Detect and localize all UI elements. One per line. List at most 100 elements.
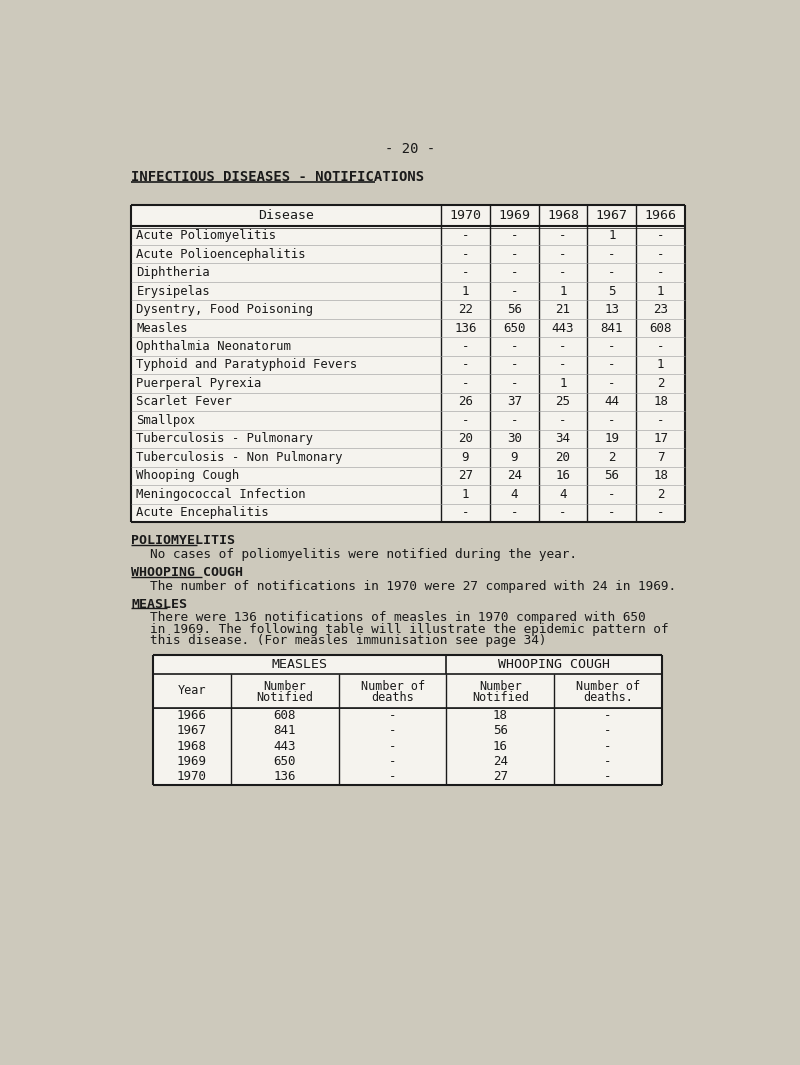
Text: POLIOMYELITIS: POLIOMYELITIS [131,535,235,547]
Text: Ophthalmia Neonatorum: Ophthalmia Neonatorum [137,340,291,353]
Text: WHOOPING COUGH: WHOOPING COUGH [498,658,610,671]
Text: 26: 26 [458,395,473,408]
Text: 4: 4 [510,488,518,501]
Text: -: - [462,340,469,353]
Text: Diphtheria: Diphtheria [137,266,210,279]
Text: Disease: Disease [258,209,314,223]
Text: 17: 17 [654,432,668,445]
Text: -: - [657,247,665,261]
Text: 1: 1 [559,284,567,297]
Text: WHOOPING COUGH: WHOOPING COUGH [131,566,243,579]
Text: 1970: 1970 [177,770,207,784]
Text: 5: 5 [608,284,616,297]
Text: 1: 1 [608,229,616,242]
Text: 22: 22 [458,304,473,316]
Text: -: - [608,488,616,501]
Text: 1969: 1969 [177,755,207,768]
Text: Tuberculosis - Pulmonary: Tuberculosis - Pulmonary [137,432,314,445]
Text: -: - [608,340,616,353]
Text: 1: 1 [462,488,469,501]
Text: Scarlet Fever: Scarlet Fever [137,395,232,408]
Bar [153,655,662,785]
Text: Typhoid and Paratyphoid Fevers: Typhoid and Paratyphoid Fevers [137,359,358,372]
Text: -: - [462,414,469,427]
Text: -: - [510,506,518,520]
Text: -: - [389,755,396,768]
Text: this disease. (For measles immunisation see page 34): this disease. (For measles immunisation … [150,635,547,648]
Text: -: - [608,247,616,261]
Text: 1967: 1967 [596,209,628,223]
Text: 23: 23 [654,304,668,316]
Text: -: - [389,724,396,737]
Text: 1: 1 [462,284,469,297]
Text: Year: Year [178,684,206,698]
Text: -: - [510,414,518,427]
Text: -: - [559,340,567,353]
Text: 1: 1 [559,377,567,390]
Text: 2: 2 [657,377,665,390]
Text: -: - [608,506,616,520]
Text: 608: 608 [274,709,296,722]
Text: 27: 27 [458,470,473,482]
Text: 650: 650 [274,755,296,768]
Text: Puerperal Pyrexia: Puerperal Pyrexia [137,377,262,390]
Text: -: - [510,340,518,353]
Text: 27: 27 [493,770,508,784]
Text: 18: 18 [654,470,668,482]
Bar [131,204,685,522]
Text: -: - [657,229,665,242]
Text: 13: 13 [604,304,619,316]
Text: 1968: 1968 [547,209,579,223]
Text: 4: 4 [559,488,567,501]
Text: 21: 21 [555,304,570,316]
Text: Dysentry, Food Poisoning: Dysentry, Food Poisoning [137,304,314,316]
Text: 44: 44 [604,395,619,408]
Text: -: - [462,266,469,279]
Text: 30: 30 [506,432,522,445]
Text: 2: 2 [657,488,665,501]
Text: 20: 20 [555,450,570,464]
Text: -: - [657,340,665,353]
Text: No cases of poliomyelitis were notified during the year.: No cases of poliomyelitis were notified … [150,548,578,561]
Text: -: - [510,359,518,372]
Text: -: - [559,247,567,261]
Text: -: - [559,506,567,520]
Text: 34: 34 [555,432,570,445]
Text: 56: 56 [506,304,522,316]
Text: -: - [559,266,567,279]
Text: -: - [462,506,469,520]
Text: 24: 24 [506,470,522,482]
Text: -: - [462,247,469,261]
Text: -: - [510,377,518,390]
Text: 16: 16 [493,739,508,753]
Text: Number of: Number of [576,679,640,693]
Text: Whooping Cough: Whooping Cough [137,470,240,482]
Text: 1: 1 [657,359,665,372]
Text: 608: 608 [650,322,672,334]
Text: 56: 56 [493,724,508,737]
Text: 1968: 1968 [177,739,207,753]
Text: 1966: 1966 [645,209,677,223]
Text: 1969: 1969 [498,209,530,223]
Text: Notified: Notified [472,691,529,704]
Text: 136: 136 [274,770,296,784]
Text: -: - [389,770,396,784]
Text: Notified: Notified [256,691,314,704]
Text: Measles: Measles [137,322,188,334]
Text: 650: 650 [503,322,526,334]
Text: -: - [559,229,567,242]
Text: MEASLES: MEASLES [271,658,327,671]
Text: Meningococcal Infection: Meningococcal Infection [137,488,306,501]
Text: 7: 7 [657,450,665,464]
Text: 1967: 1967 [177,724,207,737]
Text: -: - [608,359,616,372]
Text: -: - [462,359,469,372]
Text: -: - [608,377,616,390]
Text: 9: 9 [510,450,518,464]
Text: -: - [389,739,396,753]
Text: 16: 16 [555,470,570,482]
Text: deaths.: deaths. [583,691,633,704]
Text: -: - [510,247,518,261]
Text: - 20 -: - 20 - [385,142,435,155]
Text: 9: 9 [462,450,469,464]
